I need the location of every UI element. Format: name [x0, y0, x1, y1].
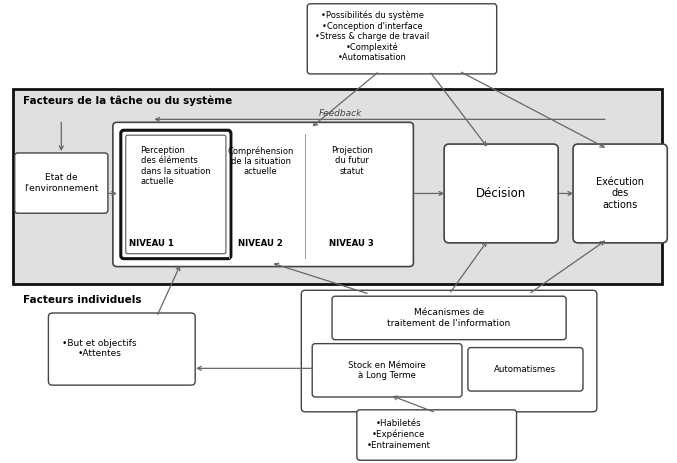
FancyBboxPatch shape — [444, 144, 558, 243]
FancyBboxPatch shape — [13, 89, 662, 284]
Text: Projection
du futur
statut: Projection du futur statut — [331, 146, 373, 176]
FancyBboxPatch shape — [307, 4, 497, 74]
Text: •Possibilités du système
•Conception d'interface
•Stress & charge de travail
•Co: •Possibilités du système •Conception d'i… — [315, 11, 429, 63]
FancyBboxPatch shape — [573, 144, 668, 243]
FancyBboxPatch shape — [121, 130, 231, 259]
Text: Facteurs individuels: Facteurs individuels — [22, 295, 141, 305]
Text: NIVEAU 1: NIVEAU 1 — [129, 239, 174, 248]
FancyBboxPatch shape — [15, 153, 108, 213]
FancyBboxPatch shape — [113, 122, 414, 267]
FancyBboxPatch shape — [48, 313, 195, 385]
Text: Perception
des éléments
dans la situation
actuelle: Perception des éléments dans la situatio… — [141, 146, 210, 186]
Text: Exécution
des
actions: Exécution des actions — [596, 177, 645, 210]
Text: Compréhension
de la situation
actuelle: Compréhension de la situation actuelle — [227, 146, 294, 176]
FancyBboxPatch shape — [332, 296, 566, 340]
Text: Facteurs de la tâche ou du système: Facteurs de la tâche ou du système — [22, 96, 232, 106]
Text: Décision: Décision — [476, 187, 526, 200]
FancyBboxPatch shape — [357, 410, 517, 460]
Text: Automatismes: Automatismes — [494, 365, 556, 374]
Text: NIVEAU 3: NIVEAU 3 — [330, 239, 374, 248]
Text: Mécanismes de
traitement de l'information: Mécanismes de traitement de l'informatio… — [387, 308, 510, 328]
FancyBboxPatch shape — [301, 290, 597, 412]
Text: Etat de
l'environnement: Etat de l'environnement — [24, 173, 98, 193]
Text: •But et objectifs
•Attentes: •But et objectifs •Attentes — [62, 339, 137, 358]
FancyBboxPatch shape — [312, 344, 462, 397]
Text: Stock en Mémoire
à Long Terme: Stock en Mémoire à Long Terme — [348, 361, 426, 380]
Text: Feedback: Feedback — [318, 109, 362, 119]
FancyBboxPatch shape — [126, 135, 226, 254]
FancyBboxPatch shape — [468, 348, 583, 391]
Text: NIVEAU 2: NIVEAU 2 — [238, 239, 283, 248]
Text: •Habiletés
•Expérience
•Entrainement: •Habiletés •Expérience •Entrainement — [367, 419, 431, 450]
